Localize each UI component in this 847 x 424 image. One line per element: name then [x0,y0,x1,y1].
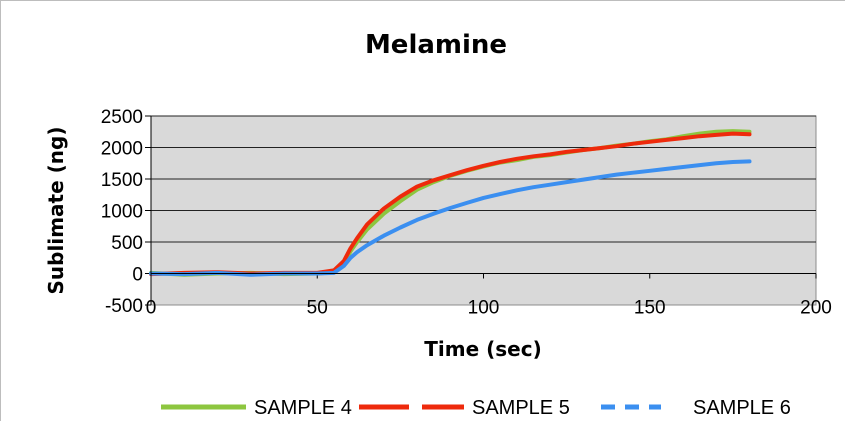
x-axis-title: Time (sec) [424,337,541,361]
chart-title: Melamine [365,30,507,60]
x-tick-label: 150 [634,298,666,319]
y-tick-label: 0 [132,265,143,286]
y-tick-label: -500 [105,296,143,317]
legend-label-1: SAMPLE 4 [254,397,352,419]
x-tick-label: 50 [307,298,328,319]
legend: SAMPLE 4 SAMPLE 5 SAMPLE 6 [161,397,791,419]
y-axis-ticks: -500 0 500 1000 1500 2000 2500 [101,107,151,317]
legend-label-3: SAMPLE 6 [693,397,791,419]
y-axis-title: Sublimate (ng) [44,127,68,295]
y-tick-label: 2500 [101,107,143,128]
x-tick-label: 0 [146,298,157,319]
legend-label-2: SAMPLE 5 [472,397,570,419]
y-tick-label: 1000 [101,202,143,223]
y-tick-label: 2000 [101,139,143,160]
y-tick-label: 1500 [101,170,143,191]
x-axis-ticks: 0 50 100 150 200 [146,273,832,319]
y-tick-label: 500 [111,233,143,254]
x-tick-label: 100 [468,298,500,319]
x-tick-label: 200 [800,298,832,319]
